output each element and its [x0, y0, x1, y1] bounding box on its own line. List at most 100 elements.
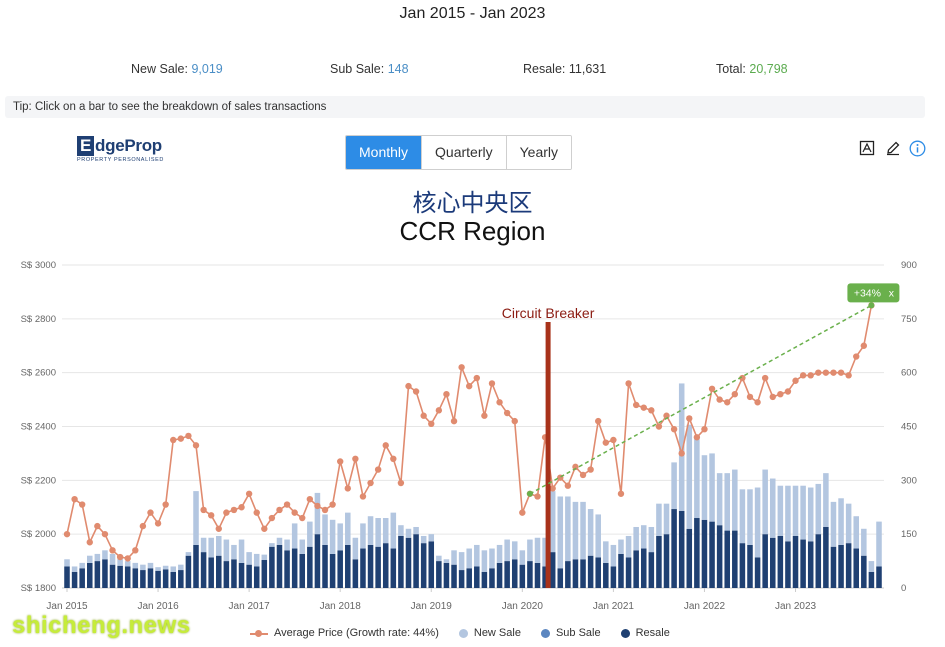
bar-new-sale [868, 561, 875, 572]
bar-new-sale [648, 526, 655, 553]
avg-price-point [792, 377, 799, 384]
bar-resale [291, 548, 298, 588]
avg-price-point [769, 393, 776, 401]
bar-new-sale [504, 539, 510, 562]
avg-price-point [496, 399, 503, 406]
pencil-icon[interactable] [884, 140, 902, 158]
legend-new-sale[interactable]: New Sale [458, 627, 521, 639]
avg-price-point [162, 501, 169, 508]
image-icon[interactable] [858, 140, 876, 158]
bar-resale [208, 557, 214, 588]
avg-price-point [207, 512, 215, 519]
legend-avg-price[interactable]: Average Price (Growth rate: 44%) [250, 627, 439, 639]
avg-price-point [261, 525, 268, 532]
bar-new-sale [792, 485, 799, 536]
avg-price-point [101, 530, 109, 538]
bar-resale [117, 565, 123, 588]
bar-new-sale [481, 550, 488, 572]
bar-new-sale [79, 562, 85, 569]
bar-new-sale [572, 501, 579, 560]
bar-new-sale [360, 523, 366, 549]
avg-price-point [678, 450, 685, 457]
avg-price-point [116, 553, 124, 561]
bar-new-sale [640, 525, 647, 549]
bar-resale [79, 568, 85, 588]
tab-yearly[interactable]: Yearly [505, 136, 572, 169]
tab-monthly[interactable]: Monthly [346, 136, 422, 169]
bar-resale [428, 541, 435, 588]
bar-new-sale [253, 553, 260, 567]
bar-new-sale [663, 503, 670, 535]
bar-new-sale [625, 535, 632, 558]
y-left-tick-label: S$ 2600 [21, 368, 56, 379]
bar-resale [663, 534, 670, 588]
bar-resale [709, 521, 715, 588]
info-icon[interactable] [908, 140, 926, 158]
stat-total-label: Total: [716, 62, 746, 76]
bar-new-sale [413, 526, 419, 535]
bar-new-sale [375, 518, 381, 547]
avg-price-point [693, 434, 701, 441]
bar-resale [625, 557, 632, 588]
y-left-tick-label: S$ 3000 [21, 260, 56, 271]
date-range: Jan 2015 - Jan 2023 [399, 5, 546, 22]
avg-price-point [648, 407, 655, 414]
legend-sub-sale[interactable]: Sub Sale [540, 627, 601, 639]
bar-resale [284, 550, 290, 588]
bar-resale [276, 544, 283, 588]
bar-resale [769, 537, 776, 588]
circuit-breaker-label: Circuit Breaker [502, 305, 595, 321]
bar-resale [420, 543, 427, 588]
bar-resale [747, 544, 753, 588]
bar-resale [656, 535, 662, 588]
bar-new-sale [785, 485, 791, 542]
bar-new-sale [231, 544, 237, 560]
bar-resale [170, 571, 177, 588]
bar-new-sale [671, 462, 677, 510]
avg-price-point [170, 436, 177, 444]
bar-new-sale [716, 473, 723, 526]
bar-resale [390, 548, 397, 588]
bar-new-sale [71, 566, 78, 572]
bar-new-sale [686, 424, 693, 529]
avg-price-point [200, 506, 207, 514]
bar-resale [474, 566, 480, 588]
bar-new-sale [109, 553, 116, 565]
legend-resale[interactable]: Resale [620, 627, 670, 639]
avg-price-point [481, 412, 488, 419]
x-tick-label: Jan 2021 [593, 601, 635, 612]
bar-new-sale [117, 556, 123, 566]
avg-price-point [215, 525, 222, 532]
bar-resale [678, 510, 685, 588]
bar-resale [557, 568, 564, 588]
y-left-tick-label: S$ 2400 [21, 422, 56, 433]
avg-price-point [655, 423, 663, 430]
bar-resale [466, 568, 472, 588]
avg-price-point [390, 455, 397, 462]
bar-resale [807, 541, 814, 588]
bar-resale [261, 560, 268, 588]
avg-price-point [374, 466, 382, 473]
x-tick-label: Jan 2015 [46, 601, 88, 612]
chart-title-chinese: 核心中央区 [412, 190, 533, 217]
bar-new-sale [458, 552, 465, 571]
trend-badge-close: x [889, 287, 895, 299]
bar-new-sale [291, 523, 298, 549]
bar-new-sale [853, 516, 859, 549]
avg-price-point [466, 382, 473, 390]
bar-resale [382, 543, 389, 588]
chart-title: CCR Region [399, 216, 546, 246]
tab-quarterly[interactable]: Quarterly [421, 136, 506, 169]
bar-resale [618, 553, 624, 588]
bar-resale [269, 546, 275, 588]
avg-price-point [435, 407, 443, 414]
bar-new-sale [534, 537, 541, 563]
legend-resale-label: Resale [635, 627, 670, 639]
bar-new-sale [87, 555, 93, 563]
bar-new-sale [861, 528, 867, 556]
bar-resale [405, 537, 412, 588]
avg-price-point [595, 417, 602, 425]
bar-new-sale [565, 496, 571, 562]
bar-resale [861, 555, 867, 588]
bar-resale [565, 561, 571, 588]
